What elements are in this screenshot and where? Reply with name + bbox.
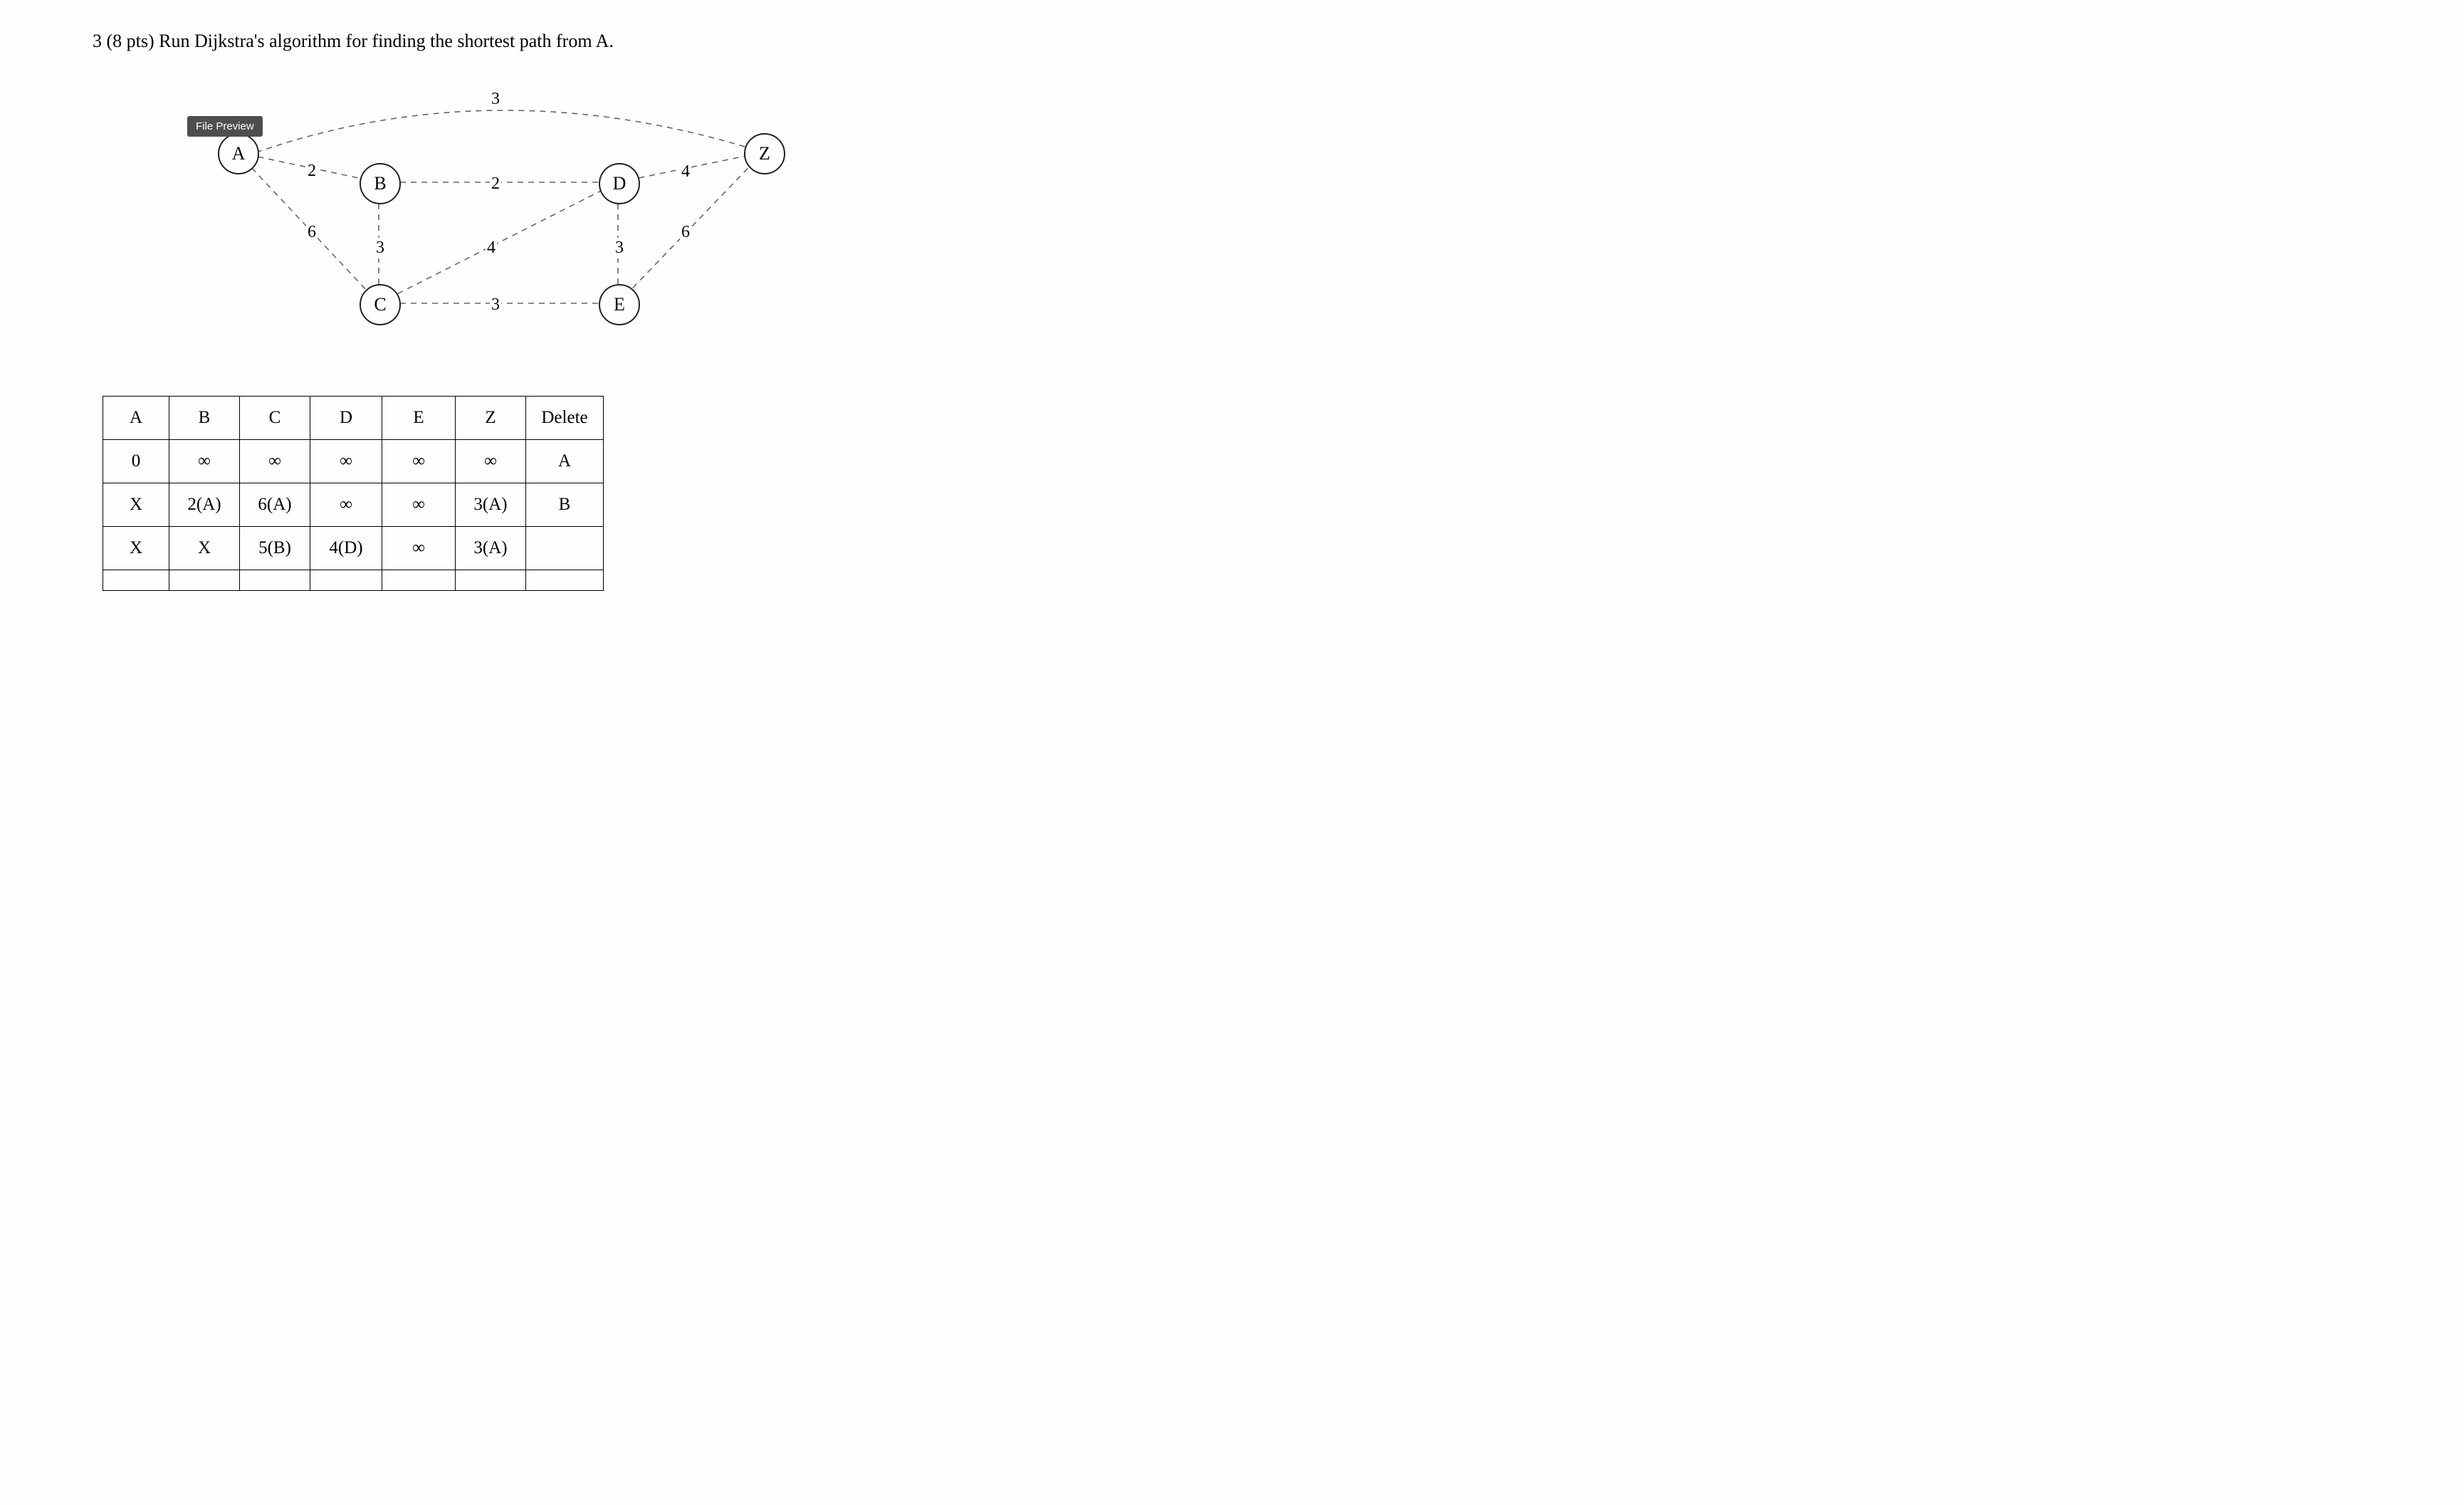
- table-cell: B: [526, 483, 604, 527]
- node-A: A: [218, 133, 259, 174]
- table-header-cell: Delete: [526, 397, 604, 440]
- table-cell: ∞: [310, 483, 382, 527]
- question-points: (8 pts): [107, 31, 154, 51]
- question-prompt: 3 (8 pts) Run Dijkstra's algorithm for f…: [93, 28, 997, 54]
- table-cell: 0: [103, 440, 169, 483]
- table-cell: [310, 570, 382, 591]
- table-cell: [240, 570, 310, 591]
- table-cell: 3(A): [456, 483, 526, 527]
- page: 3 (8 pts) Run Dijkstra's algorithm for f…: [0, 0, 997, 591]
- table-cell: ∞: [310, 440, 382, 483]
- table-cell: [169, 570, 240, 591]
- table-cell: ∞: [382, 527, 456, 570]
- table-cell: 4(D): [310, 527, 382, 570]
- table-cell: ∞: [382, 440, 456, 483]
- dijkstra-tbody: ABCDEZDelete0∞∞∞∞∞AX2(A)6(A)∞∞3(A)BXX5(B…: [103, 397, 604, 591]
- table-cell: [526, 570, 604, 591]
- table-row: 0∞∞∞∞∞A: [103, 440, 604, 483]
- table-cell: [456, 570, 526, 591]
- table-cell: 5(B): [240, 527, 310, 570]
- table-header-cell: C: [240, 397, 310, 440]
- table-cell: 6(A): [240, 483, 310, 527]
- node-D: D: [599, 163, 640, 204]
- tooltip-label: File Preview: [196, 120, 254, 132]
- table-cell: X: [103, 483, 169, 527]
- table-header-cell: Z: [456, 397, 526, 440]
- edge-A-Z: [256, 110, 763, 152]
- node-B: B: [360, 163, 401, 204]
- table-cell: ∞: [240, 440, 310, 483]
- table-empty-row: [103, 570, 604, 591]
- edge-C-D: [379, 182, 618, 303]
- node-C: C: [360, 284, 401, 325]
- edge-weight-A-Z: 3: [490, 89, 501, 110]
- table-row: XX5(B)4(D)∞3(A): [103, 527, 604, 570]
- table-header-cell: B: [169, 397, 240, 440]
- table-cell: X: [169, 527, 240, 570]
- table-cell: ∞: [169, 440, 240, 483]
- table-cell: A: [526, 440, 604, 483]
- node-E: E: [599, 284, 640, 325]
- question-number: 3: [93, 31, 102, 51]
- edge-weight-A-C: 6: [306, 222, 318, 243]
- edge-weight-E-Z: 6: [680, 222, 691, 243]
- graph: 2633243346ABCDEZ: [185, 97, 918, 353]
- table-cell: 2(A): [169, 483, 240, 527]
- table-cell: ∞: [382, 483, 456, 527]
- table-cell: 3(A): [456, 527, 526, 570]
- table-cell: [103, 570, 169, 591]
- dijkstra-table: ABCDEZDelete0∞∞∞∞∞AX2(A)6(A)∞∞3(A)BXX5(B…: [103, 396, 604, 591]
- table-header-cell: E: [382, 397, 456, 440]
- table-header-row: ABCDEZDelete: [103, 397, 604, 440]
- edge-weight-B-D: 2: [490, 174, 501, 194]
- table-cell: ∞: [456, 440, 526, 483]
- table-row: X2(A)6(A)∞∞3(A)B: [103, 483, 604, 527]
- table-cell: X: [103, 527, 169, 570]
- edge-weight-A-B: 2: [306, 161, 318, 182]
- edge-weight-C-D: 4: [486, 238, 497, 258]
- graph-edges: [185, 97, 918, 353]
- dijkstra-table-wrap: ABCDEZDelete0∞∞∞∞∞AX2(A)6(A)∞∞3(A)BXX5(B…: [103, 396, 997, 591]
- question-text: Run Dijkstra's algorithm for finding the…: [159, 31, 614, 51]
- edge-weight-D-E: 3: [614, 238, 625, 258]
- table-header-cell: A: [103, 397, 169, 440]
- node-Z: Z: [744, 133, 785, 174]
- table-cell: [526, 527, 604, 570]
- file-preview-tooltip: File Preview: [187, 116, 263, 137]
- edge-weight-D-Z: 4: [680, 162, 691, 182]
- table-cell: [382, 570, 456, 591]
- edge-weight-B-C: 3: [374, 238, 386, 258]
- edge-weight-C-E: 3: [490, 295, 501, 315]
- table-header-cell: D: [310, 397, 382, 440]
